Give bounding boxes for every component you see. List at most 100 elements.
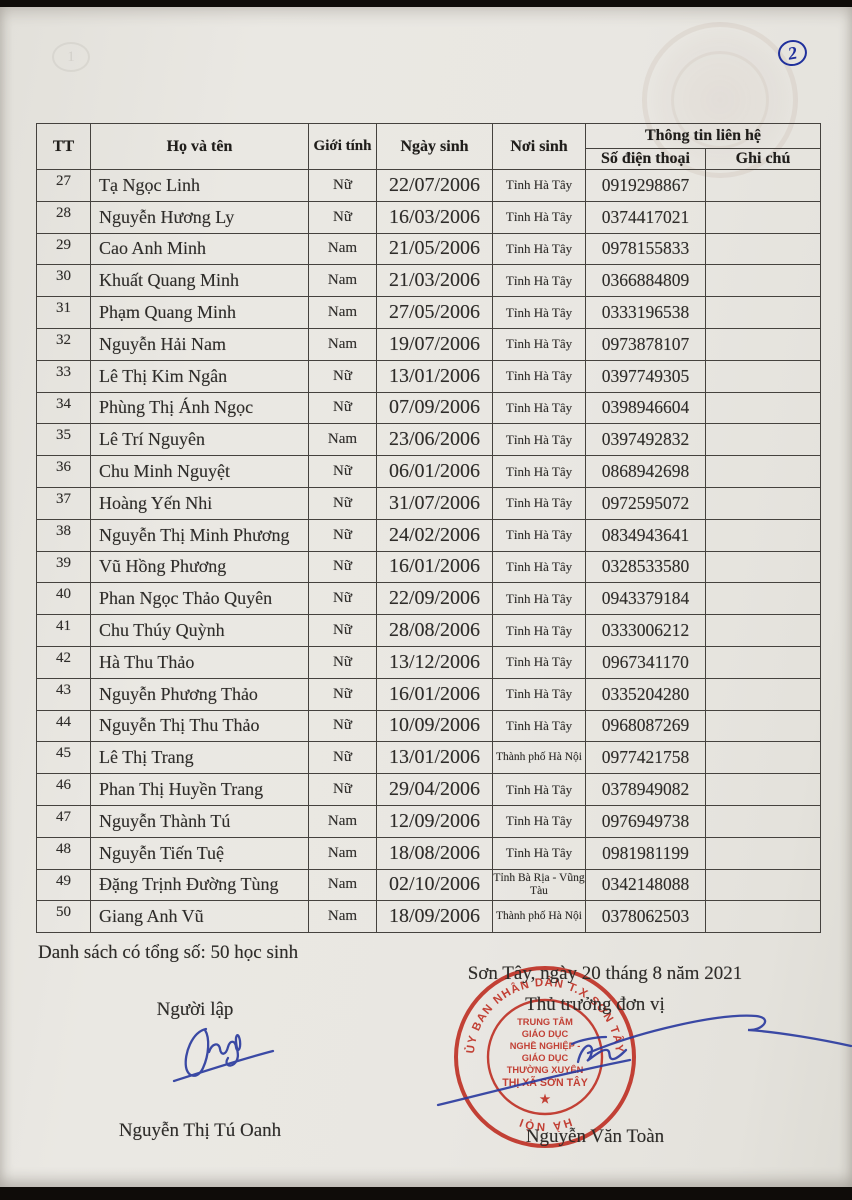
cell-note	[705, 677, 821, 711]
stamp-line-3: NGHỀ NGHIỆP -	[510, 1040, 581, 1051]
cell-pob: Tỉnh Hà Tây	[492, 518, 586, 552]
cell-note	[705, 423, 821, 457]
cell-phone: 0335204280	[585, 677, 706, 711]
cell-pob: Tỉnh Hà Tây	[492, 773, 586, 806]
cell-note	[705, 645, 821, 679]
cell-phone: 0919298867	[585, 169, 706, 202]
cell-tt: 47	[36, 804, 91, 838]
cell-note	[705, 741, 821, 775]
cell-pob: Tỉnh Bà Rịa - Vũng Tàu	[492, 868, 586, 902]
cell-note	[705, 455, 821, 488]
cell-pob: Tỉnh Hà Tây	[492, 709, 586, 743]
total-summary: Danh sách có tổng số: 50 học sinh	[38, 942, 299, 963]
cell-phone: 0366884809	[585, 264, 706, 298]
cell-gender: Nam	[308, 868, 377, 902]
cell-phone: 0834943641	[585, 518, 706, 552]
table-row: 45 Lê Thị Trang Nữ 13/01/2006 Thành phố Hà N…	[36, 741, 821, 775]
cell-gender: Nam	[308, 804, 377, 838]
cell-phone: 0943379184	[585, 582, 706, 616]
cell-name: Hoàng Yến Nhi	[90, 486, 309, 520]
cell-gender: Nữ	[308, 773, 377, 806]
cell-tt: 39	[36, 550, 91, 584]
cell-dob: 29/04/2006	[376, 773, 493, 806]
cell-tt: 42	[36, 645, 91, 679]
cell-dob: 28/08/2006	[376, 614, 493, 647]
cell-gender: Nữ	[308, 486, 377, 520]
cell-phone: 0978155833	[585, 232, 706, 266]
table-row: 39 Vũ Hồng Phương Nữ 16/01/2006 Tỉnh Hà Tây 0…	[36, 550, 821, 584]
cell-note	[705, 359, 821, 393]
header-pob: Nơi sinh	[492, 123, 586, 170]
header-note: Ghi chú	[705, 148, 821, 170]
student-table-body: 27 Tạ Ngọc Linh Nữ 22/07/2006 Tỉnh Hà Tây 091…	[36, 169, 821, 934]
cell-pob: Tỉnh Hà Tây	[492, 804, 586, 838]
cell-pob: Tỉnh Hà Tây	[492, 486, 586, 520]
cell-gender: Nam	[308, 423, 377, 457]
left-signature-title: Người lập	[156, 999, 234, 1020]
cell-note	[705, 169, 821, 202]
right-signer-name: Nguyễn Văn Toàn	[525, 1126, 665, 1147]
cell-tt: 46	[36, 773, 91, 806]
table-row: 44 Nguyễn Thị Thu Thảo Nữ 10/09/2006 Tỉnh Hà…	[36, 709, 821, 743]
left-signer-name: Nguyễn Thị Tú Oanh	[118, 1120, 282, 1141]
cell-name: Tạ Ngọc Linh	[90, 169, 309, 202]
table-row: 38 Nguyễn Thị Minh Phương Nữ 24/02/2006 Tỉnh…	[36, 518, 821, 552]
cell-name: Nguyễn Thành Tú	[90, 804, 309, 838]
cell-gender: Nữ	[308, 741, 377, 775]
cell-tt: 30	[36, 264, 91, 298]
cell-name: Phan Thị Huyền Trang	[90, 773, 309, 806]
cell-note	[705, 614, 821, 647]
cell-dob: 16/01/2006	[376, 550, 493, 584]
header-phone: Số điện thoại	[585, 148, 706, 170]
cell-note	[705, 550, 821, 584]
cell-tt: 35	[36, 423, 91, 457]
table-row: 42 Hà Thu Thảo Nữ 13/12/2006 Tỉnh Hà Tây 0967…	[36, 645, 821, 679]
table-row: 29 Cao Anh Minh Nam 21/05/2006 Tỉnh Hà Tây 09…	[36, 232, 821, 266]
table-row: 28 Nguyễn Hương Ly Nữ 16/03/2006 Tỉnh Hà Tây…	[36, 200, 821, 234]
stamp-line-2: GIÁO DỤC	[522, 1029, 569, 1039]
table-row: 32 Nguyễn Hải Nam Nam 19/07/2006 Tỉnh Hà Tây…	[36, 327, 821, 361]
official-red-stamp: ỦY BAN NHÂN DÂN T.X SƠN TÂY HÀ NỘI TRUNG…	[454, 966, 636, 1148]
stamp-ring-bottom-text: HÀ NỘI	[516, 1115, 571, 1133]
cell-gender: Nam	[308, 836, 377, 870]
cell-name: Lê Thị Trang	[90, 741, 309, 775]
cell-phone: 0976949738	[585, 804, 706, 838]
cell-name: Hà Thu Thảo	[90, 645, 309, 679]
right-signature-title: Thủ trưởng đơn vị	[525, 994, 665, 1015]
cell-phone: 0973878107	[585, 327, 706, 361]
cell-name: Lê Thị Kim Ngân	[90, 359, 309, 393]
table-row: 46 Phan Thị Huyền Trang Nữ 29/04/2006 Tỉnh H…	[36, 773, 821, 806]
cell-gender: Nữ	[308, 359, 377, 393]
cell-phone: 0967341170	[585, 645, 706, 679]
cell-pob: Tỉnh Hà Tây	[492, 582, 586, 616]
stamp-line-4: GIÁO DỤC	[522, 1053, 569, 1063]
cell-gender: Nam	[308, 296, 377, 329]
cell-note	[705, 582, 821, 616]
cell-tt: 34	[36, 391, 91, 425]
table-row: 34 Phùng Thị Ánh Ngọc Nữ 07/09/2006 Tỉnh Hà …	[36, 391, 821, 425]
table-row: 35 Lê Trí Nguyên Nam 23/06/2006 Tỉnh Hà Tây 0…	[36, 423, 821, 457]
cell-pob: Thành phố Hà Nội	[492, 900, 586, 934]
cell-name: Phan Ngọc Thảo Quyên	[90, 582, 309, 616]
cell-note	[705, 264, 821, 298]
cell-note	[705, 900, 821, 934]
cell-tt: 36	[36, 455, 91, 488]
cell-dob: 06/01/2006	[376, 455, 493, 488]
cell-tt: 29	[36, 232, 91, 266]
cell-note	[705, 868, 821, 902]
cell-pob: Tỉnh Hà Tây	[492, 677, 586, 711]
cell-gender: Nữ	[308, 550, 377, 584]
cell-phone: 0342148088	[585, 868, 706, 902]
stamp-line-5: THƯỜNG XUYÊN	[507, 1064, 584, 1075]
stamp-line-6: THỊ XÃ SƠN TÂY	[502, 1076, 588, 1089]
cell-gender: Nữ	[308, 614, 377, 647]
cell-dob: 02/10/2006	[376, 868, 493, 902]
cell-tt: 32	[36, 327, 91, 361]
cell-pob: Tỉnh Hà Tây	[492, 423, 586, 457]
cell-gender: Nữ	[308, 200, 377, 234]
cell-tt: 37	[36, 486, 91, 520]
cell-name: Phùng Thị Ánh Ngọc	[90, 391, 309, 425]
cell-dob: 23/06/2006	[376, 423, 493, 457]
cell-dob: 13/01/2006	[376, 741, 493, 775]
cell-dob: 07/09/2006	[376, 391, 493, 425]
